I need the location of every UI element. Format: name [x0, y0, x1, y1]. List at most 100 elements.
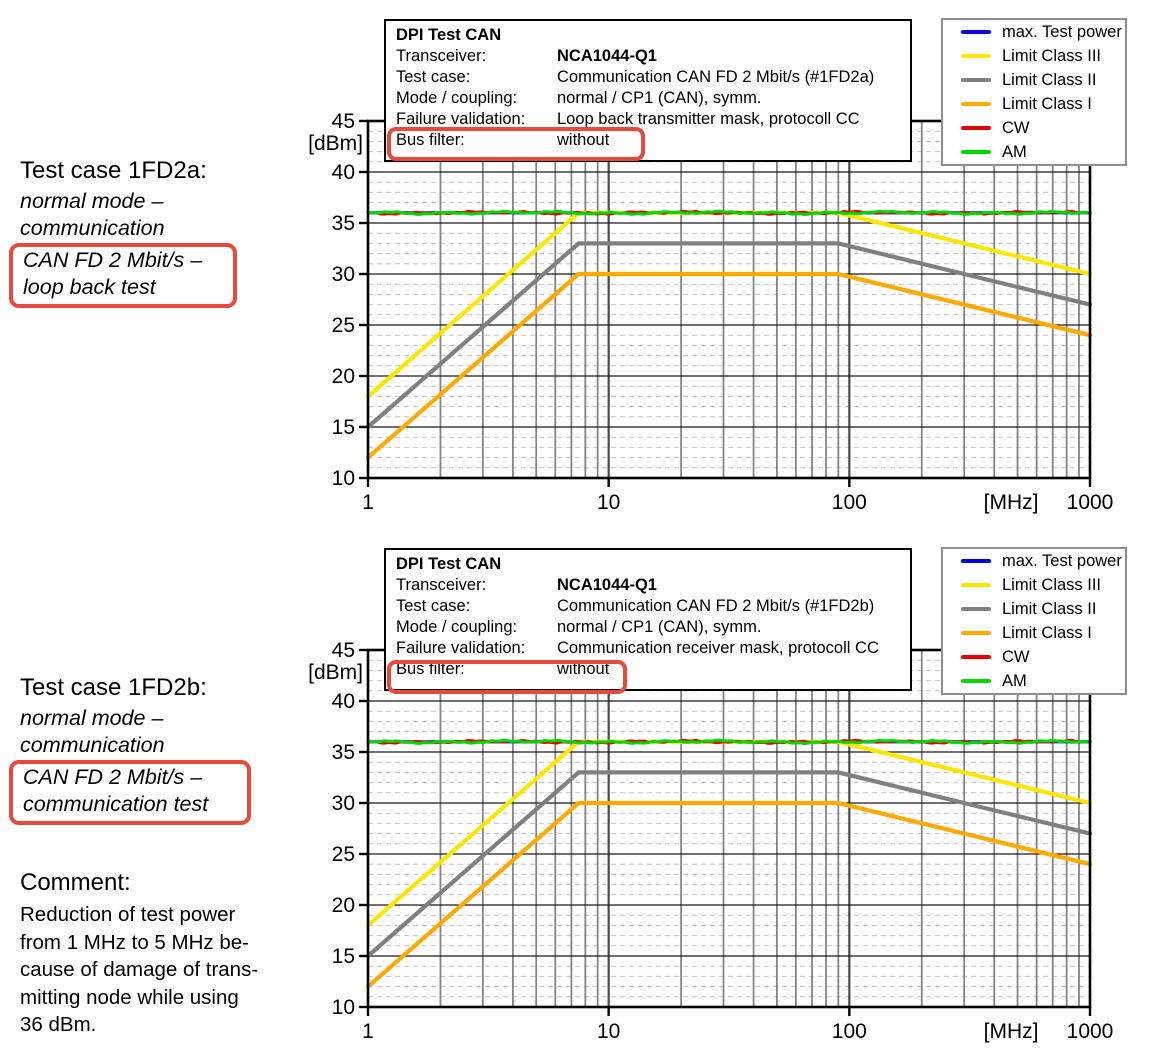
legend-swatch-am — [961, 150, 991, 154]
info-label: Bus filter: — [396, 660, 465, 678]
x-tick-label: 10 — [597, 1020, 620, 1043]
y-axis-unit-label: [dBm] — [308, 132, 363, 155]
chart-panel-1fd2a: 45 40 35 30 25 20 15 10 [dBm] 1 10 100 1000 [MHz] DPI… — [308, 18, 1127, 514]
info-box-1fd2a: DPI Test CAN Transceiver: NCA1044-Q1 Tes… — [384, 19, 912, 162]
info-row-bus-filter: Bus filter: without — [396, 659, 910, 680]
info-row-test-case: Test case: Communication CAN FD 2 Mbit/s… — [396, 596, 910, 617]
info-label: Bus filter: — [396, 131, 465, 149]
legend-swatch-am — [961, 679, 991, 683]
legend-item-cw: CW — [961, 645, 1125, 669]
legend-label: AM — [1002, 142, 1027, 161]
legend-1fd2b: max. Test power Limit Class III Limit Cl… — [941, 547, 1127, 695]
legend-item-limit-class-ii: Limit Class II — [961, 68, 1125, 92]
legend-label: CW — [1002, 118, 1030, 137]
legend-item-max-test-power: max. Test power — [961, 549, 1125, 573]
test-case-1fd2a-title: Test case 1FD2a: — [20, 157, 207, 184]
legend-label: Limit Class II — [1002, 599, 1097, 618]
comment-body: Reduction of test power from 1 MHz to 5 … — [20, 903, 259, 1036]
y-tick-label: 15 — [332, 416, 355, 439]
info-label: Failure validation: — [396, 639, 526, 657]
legend-item-am: AM — [961, 669, 1125, 693]
x-tick-label: 1000 — [1067, 1020, 1114, 1043]
y-tick-label: 40 — [332, 161, 355, 184]
info-value: NCA1044-Q1 — [557, 576, 657, 594]
legend-swatch-limit-class-ii — [961, 607, 991, 611]
info-value: Communication CAN FD 2 Mbit/s (#1FD2a) — [557, 68, 875, 86]
y-tick-label: 30 — [332, 263, 355, 286]
bus-filter-highlight-box — [387, 660, 627, 694]
series-limit-class-ii — [365, 770, 1093, 959]
legend-swatch-limit-class-iii — [961, 54, 991, 58]
series-limit-class-ii — [365, 241, 1093, 430]
test-case-1fd2a-highlight-box: CAN FD 2 Mbit/s – loop back test — [9, 243, 237, 308]
legend-label: Limit Class III — [1002, 46, 1102, 65]
y-tick-label: 45 — [332, 639, 355, 662]
series-am — [366, 738, 1090, 745]
info-row-test-case: Test case: Communication CAN FD 2 Mbit/s… — [396, 67, 910, 88]
legend-item-am: AM — [961, 140, 1125, 164]
y-tick-label: 25 — [332, 843, 355, 866]
y-tick-label: 25 — [332, 314, 355, 337]
comment-block: Comment: Reduction of test power from 1 … — [20, 869, 258, 1039]
legend-item-cw: CW — [961, 116, 1125, 140]
info-title: DPI Test CAN — [396, 26, 502, 44]
y-tick-label: 35 — [332, 741, 355, 764]
legend-item-limit-class-ii: Limit Class II — [961, 597, 1125, 621]
info-label: Test case: — [396, 68, 471, 86]
info-value: Loop back transmitter mask, protocoll CC — [557, 110, 860, 128]
x-tick-label: 1 — [362, 1020, 374, 1043]
comment-title: Comment: — [20, 869, 131, 896]
test-case-1fd2b-subtitle: normal mode – communication — [20, 706, 165, 757]
legend-label: Limit Class III — [1002, 575, 1102, 594]
y-tick-label: 20 — [332, 894, 355, 917]
info-value: normal / CP1 (CAN), symm. — [557, 618, 762, 636]
info-box-1fd2b: DPI Test CAN Transceiver: NCA1044-Q1 Tes… — [384, 548, 912, 694]
y-tick-label: 10 — [332, 467, 355, 490]
dpi-chart-1fd2a: 45 40 35 30 25 20 15 10 [dBm] 1 10 100 1000 [MHz] — [308, 110, 1113, 514]
legend-1fd2a: max. Test power Limit Class III Limit Cl… — [941, 18, 1127, 166]
y-tick-label: 20 — [332, 365, 355, 388]
test-case-1fd2b-annotation: Test case 1FD2b: normal mode – communica… — [9, 674, 251, 825]
chart-panel-1fd2b: 45 40 35 30 25 20 15 10 [dBm] 1 10 100 1000 [MHz] DPI… — [0, 529, 1169, 1059]
info-row-transceiver: Transceiver: NCA1044-Q1 — [396, 46, 910, 67]
legend-item-max-test-power: max. Test power — [961, 20, 1125, 44]
test-case-1fd2a-annotation: Test case 1FD2a: normal mode – communica… — [9, 157, 237, 308]
legend-item-limit-class-i: Limit Class I — [961, 621, 1125, 645]
info-row-failure-validation: Failure validation: Communication receiv… — [396, 638, 910, 659]
legend-item-limit-class-iii: Limit Class III — [961, 44, 1125, 68]
info-value: Communication receiver mask, protocoll C… — [557, 639, 879, 657]
legend-swatch-limit-class-ii — [961, 78, 991, 82]
test-case-1fd2a-boxed-text: CAN FD 2 Mbit/s – loop back test — [23, 248, 203, 299]
info-row-failure-validation: Failure validation: Loop back transmitte… — [396, 109, 910, 130]
test-case-1fd2b-highlight-box: CAN FD 2 Mbit/s – communication test — [9, 760, 251, 825]
info-label: Failure validation: — [396, 110, 526, 128]
legend-label: AM — [1002, 671, 1027, 690]
y-tick-label: 10 — [332, 996, 355, 1019]
y-tick-label: 35 — [332, 212, 355, 235]
x-tick-label: 100 — [832, 1020, 867, 1043]
legend-swatch-cw — [961, 126, 991, 130]
test-case-1fd2b-title: Test case 1FD2b: — [20, 674, 207, 701]
legend-swatch-cw — [961, 655, 991, 659]
y-tick-label: 15 — [332, 945, 355, 968]
legend-label: CW — [1002, 647, 1030, 666]
bus-filter-highlight-box — [387, 127, 645, 161]
legend-swatch-limit-class-i — [961, 102, 991, 106]
info-row-mode-coupling: Mode / coupling: normal / CP1 (CAN), sym… — [396, 88, 910, 109]
info-row-bus-filter: Bus filter: without — [396, 130, 910, 151]
legend-swatch-max-test-power — [961, 559, 991, 563]
info-value: without — [557, 131, 610, 149]
info-title: DPI Test CAN — [396, 555, 502, 573]
legend-label: Limit Class I — [1002, 623, 1092, 642]
test-case-1fd2b-boxed-text: CAN FD 2 Mbit/s – communication test — [23, 765, 209, 816]
legend-label: Limit Class I — [1002, 94, 1092, 113]
info-row-mode-coupling: Mode / coupling: normal / CP1 (CAN), sym… — [396, 617, 910, 638]
series-am — [366, 209, 1090, 216]
x-tick-label: 100 — [832, 491, 867, 514]
info-value: NCA1044-Q1 — [557, 47, 657, 65]
x-tick-label: 1 — [362, 491, 374, 514]
x-axis-unit-label: [MHz] — [984, 491, 1039, 514]
y-tick-label: 40 — [332, 690, 355, 713]
legend-item-limit-class-iii: Limit Class III — [961, 573, 1125, 597]
